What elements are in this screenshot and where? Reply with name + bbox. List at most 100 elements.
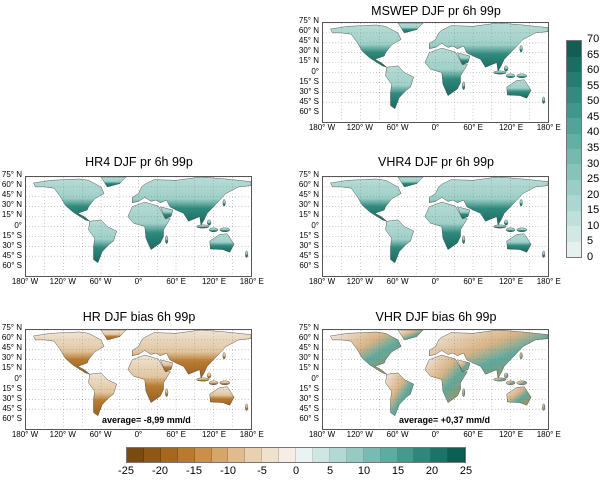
colorbar-tick-label: 10 <box>587 219 600 232</box>
colorbar-swatch <box>567 56 581 72</box>
lon-label: 180° E <box>239 430 264 439</box>
lon-label: 180° W <box>308 430 336 439</box>
lon-label: 60° W <box>386 277 409 286</box>
colorbar-swatch <box>262 448 280 462</box>
lat-label: 0° <box>14 373 22 383</box>
lon-label: 120° E <box>498 123 524 132</box>
lat-label: 60° N <box>1 333 22 343</box>
colorbar-swatch <box>567 87 581 103</box>
lat-label: 15° N <box>1 363 22 373</box>
map-hr-bias <box>25 329 252 430</box>
colorbar-tick-label: 15 <box>391 465 405 477</box>
lat-label: 45° N <box>298 190 319 200</box>
lon-label: 120° E <box>498 277 524 286</box>
lat-label: 45° S <box>2 403 22 413</box>
colorbar-swatch <box>431 448 449 462</box>
lat-label: 15° N <box>298 210 319 220</box>
colorbar-tick-label: -5 <box>257 465 267 477</box>
colorbar-tick-label: 0 <box>587 251 594 263</box>
map-hr4 <box>25 176 252 277</box>
lon-label: 0° <box>431 277 440 286</box>
panel-title: HR4 DJF pr 6h 99p <box>85 155 193 169</box>
colorbar-swatch <box>228 448 246 462</box>
colorbar-swatch <box>380 448 398 462</box>
lon-label: 120° W <box>346 123 373 132</box>
lat-label: 60° N <box>298 26 319 36</box>
lon-label: 60° W <box>89 430 112 439</box>
colorbar-swatch <box>194 448 212 462</box>
lat-label: 75° N <box>298 323 319 332</box>
lon-label: 180° W <box>11 430 39 439</box>
colorbar-swatch <box>363 448 381 462</box>
lat-label: 45° S <box>299 96 319 106</box>
continents <box>330 177 548 264</box>
lat-label: 15° N <box>1 210 22 220</box>
lat-label: 15° S <box>2 383 22 393</box>
colorbar-swatch <box>567 102 581 119</box>
lon-label: 60° E <box>166 277 187 286</box>
average-label: average= -8,99 mm/d <box>100 415 193 425</box>
lon-label: 180° E <box>536 277 561 286</box>
lat-label: 30° N <box>298 353 319 363</box>
colorbar-swatch <box>567 195 581 211</box>
colorbar-tick-label: 20 <box>587 188 600 201</box>
lat-label: 45° N <box>298 36 319 46</box>
lon-label: 0° <box>134 277 143 286</box>
continents <box>33 330 251 417</box>
colorbar-tick-label: -20 <box>152 465 168 477</box>
lon-label: 120° W <box>346 430 373 439</box>
lat-label: 15° N <box>298 363 319 373</box>
lat-label: 30° N <box>298 46 319 56</box>
colorbar-tick-label: 40 <box>587 126 600 139</box>
lon-label: 120° W <box>49 277 76 286</box>
lon-label: 180° W <box>308 277 336 286</box>
precip-colorbar <box>566 40 582 258</box>
lat-label: 45° N <box>1 343 22 353</box>
lon-label: 120° W <box>49 430 76 439</box>
colorbar-tick-label: 0 <box>292 465 300 477</box>
colorbar-tick-label: -15 <box>186 465 202 477</box>
lat-label: 0° <box>14 220 22 230</box>
lat-label: 0° <box>311 373 319 383</box>
colorbar-tick-label: 60 <box>587 64 600 77</box>
lon-label: 0° <box>431 123 440 132</box>
lon-label: 0° <box>134 430 143 439</box>
continents <box>330 330 548 417</box>
lat-label: 0° <box>311 220 319 230</box>
colorbar-tick-label: 25 <box>587 173 600 186</box>
colorbar-tick-label: 5 <box>326 465 334 477</box>
colorbar-swatch <box>567 133 581 150</box>
colorbar-tick-label: 45 <box>587 110 600 123</box>
panel-title: VHR4 DJF pr 6h 99p <box>377 155 495 169</box>
colorbar-swatch <box>211 448 229 462</box>
lon-label: 60° W <box>89 277 112 286</box>
lon-label: 180° E <box>536 123 561 132</box>
colorbar-swatch <box>279 448 297 462</box>
lon-label: 60° E <box>463 123 484 132</box>
continents <box>330 23 548 110</box>
colorbar-tick-label: -25 <box>118 465 134 477</box>
continents <box>33 177 251 264</box>
colorbar-swatch <box>567 164 581 180</box>
lat-label: 60° S <box>2 260 22 270</box>
lat-label: 30° S <box>299 393 319 403</box>
lon-label: 60° W <box>386 123 409 132</box>
colorbar-swatch <box>346 448 364 462</box>
lat-label: 45° N <box>298 343 319 353</box>
lat-label: 30° N <box>1 200 22 210</box>
lon-label: 0° <box>431 430 440 439</box>
bias-colorbar <box>126 447 466 463</box>
lat-label: 30° S <box>2 393 22 403</box>
colorbar-tick-label: 30 <box>587 157 600 170</box>
colorbar-swatch <box>245 448 263 462</box>
lon-label: 120° E <box>201 430 227 439</box>
lat-label: 30° N <box>298 200 319 210</box>
lat-label: 75° N <box>1 170 22 179</box>
panel-title: MSWEP DJF pr 6h 99p <box>371 4 501 18</box>
colorbar-swatch <box>296 448 313 462</box>
colorbar-swatch <box>329 448 347 462</box>
lon-label: 120° E <box>498 430 524 439</box>
colorbar-swatch <box>397 448 415 462</box>
lon-label: 180° E <box>536 430 561 439</box>
